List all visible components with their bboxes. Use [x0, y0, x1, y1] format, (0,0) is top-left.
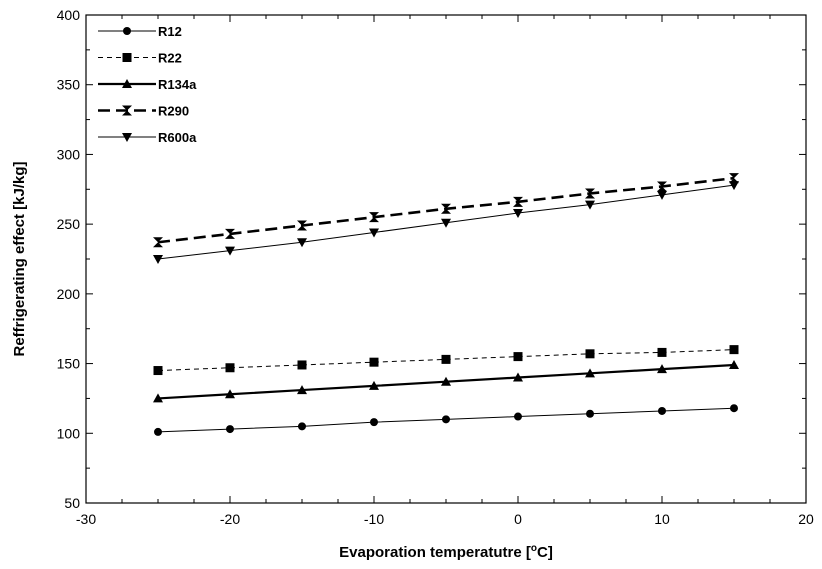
data-point	[585, 188, 595, 199]
data-point	[154, 427, 162, 436]
data-point	[729, 181, 739, 191]
legend-label: R22	[158, 51, 182, 66]
x-tick-label: 20	[798, 511, 814, 527]
data-point	[370, 418, 378, 427]
data-point	[657, 347, 667, 357]
x-tick-label: 10	[654, 511, 670, 527]
data-point	[225, 246, 235, 256]
data-point	[585, 200, 595, 210]
data-point	[297, 238, 307, 248]
data-point	[153, 237, 163, 248]
data-point	[153, 255, 163, 264]
data-point	[153, 366, 163, 376]
ticks	[85, 14, 807, 504]
x-tick-label: -10	[364, 511, 384, 527]
data-point	[586, 409, 594, 418]
data-point	[442, 415, 450, 424]
legend-item-r134a: R134a	[98, 77, 197, 92]
data-point	[441, 376, 451, 386]
data-point	[514, 412, 522, 421]
legend-marker	[123, 27, 131, 35]
data-point	[225, 228, 235, 239]
legend-item-r600a: R600a	[98, 130, 197, 145]
tick-labels: -30 -20 -10 0 10 20 50 100 150 200 250 300 350 400	[57, 7, 814, 527]
x-axis-title: Evaporation temperatutre [oC]	[339, 543, 553, 561]
legend-label: R12	[158, 24, 182, 39]
y-tick-label: 300	[57, 146, 81, 162]
data-point	[441, 218, 451, 228]
legend-label: R600a	[158, 130, 197, 145]
y-tick-label: 50	[64, 495, 80, 511]
data-point	[585, 368, 595, 378]
data-point	[513, 196, 523, 207]
legend-item-r290: R290	[98, 104, 189, 119]
legend-item-r12: R12	[98, 24, 182, 39]
data-point	[729, 359, 739, 369]
data-point	[297, 220, 307, 231]
data-point	[225, 363, 235, 373]
data-point	[369, 357, 379, 367]
data-point	[513, 372, 523, 382]
data-point	[369, 212, 379, 223]
legend-marker	[122, 105, 132, 116]
data-point	[297, 385, 307, 395]
legend-label: R290	[158, 104, 189, 119]
data-point	[729, 173, 739, 184]
data-point	[441, 354, 451, 364]
data-point	[729, 345, 739, 355]
data-point	[657, 190, 667, 200]
series-r12	[154, 404, 738, 436]
data-point	[657, 364, 667, 374]
data-point	[225, 389, 235, 399]
x-tick-label: -20	[220, 511, 240, 527]
series-r22	[153, 345, 739, 376]
legend-marker	[122, 53, 132, 62]
data-point	[226, 425, 234, 434]
data-point	[658, 406, 666, 415]
data-point	[369, 228, 379, 238]
series-layer	[153, 173, 739, 436]
legend-item-r22: R22	[98, 51, 182, 66]
y-tick-label: 350	[57, 77, 81, 93]
data-point	[730, 404, 738, 413]
x-tick-label: 0	[514, 511, 522, 527]
legend-label: R134a	[158, 77, 197, 92]
y-tick-label: 100	[57, 425, 81, 441]
data-point	[513, 208, 523, 218]
data-point	[153, 393, 163, 403]
series-r600a	[153, 181, 739, 264]
legend-marker	[122, 79, 132, 88]
legend: R12 R22 R134a R290 R600a	[98, 24, 197, 145]
data-point	[297, 360, 307, 370]
y-axis-title: Reffrigerating effect [kJ/kg]	[11, 161, 28, 356]
data-point	[657, 181, 667, 192]
series-r290	[153, 173, 739, 248]
data-point	[369, 380, 379, 390]
legend-marker	[122, 133, 132, 142]
y-tick-label: 250	[57, 216, 81, 232]
x-tick-label: -30	[76, 511, 96, 527]
y-tick-label: 200	[57, 286, 81, 302]
y-tick-label: 400	[57, 7, 81, 23]
series-r134a	[153, 359, 739, 403]
data-point	[513, 352, 523, 362]
data-point	[585, 349, 595, 359]
data-point	[298, 422, 306, 431]
data-point	[441, 203, 451, 214]
y-tick-label: 150	[57, 356, 81, 372]
